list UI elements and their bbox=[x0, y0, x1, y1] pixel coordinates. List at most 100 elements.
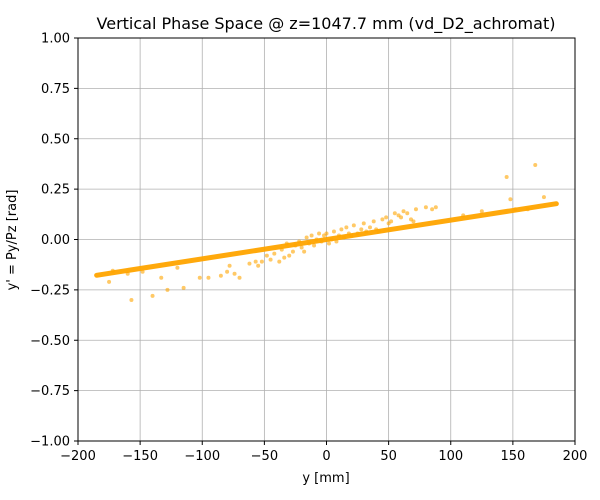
scatter-point bbox=[181, 285, 186, 290]
scatter-point bbox=[129, 297, 134, 302]
scatter-point bbox=[401, 209, 406, 214]
scatter-point bbox=[293, 243, 298, 248]
scatter-point bbox=[329, 237, 334, 242]
scatter-point bbox=[282, 255, 287, 260]
scatter-point bbox=[125, 271, 130, 276]
x-tick-label: 0 bbox=[322, 449, 330, 464]
scatter-point bbox=[541, 195, 546, 200]
scatter-point bbox=[331, 229, 336, 234]
scatter-point bbox=[312, 243, 317, 248]
scatter-point bbox=[290, 249, 295, 254]
scatter-point bbox=[110, 268, 115, 273]
scatter-point bbox=[272, 251, 277, 256]
scatter-point bbox=[304, 235, 309, 240]
x-axis-label: y [mm] bbox=[302, 471, 349, 486]
scatter-point bbox=[423, 205, 428, 210]
scatter-point bbox=[339, 227, 344, 232]
scatter-point bbox=[355, 231, 360, 236]
x-tick-label: −200 bbox=[60, 449, 96, 464]
scatter-point bbox=[314, 237, 319, 242]
scatter-point bbox=[376, 229, 381, 234]
scatter-point bbox=[411, 219, 416, 224]
scatter-point bbox=[413, 207, 418, 212]
scatter-point bbox=[341, 235, 346, 240]
scatter-point bbox=[218, 273, 223, 278]
y-tick-label: 0.50 bbox=[41, 132, 70, 147]
scatter-point bbox=[336, 233, 341, 238]
x-tick-label: 100 bbox=[438, 449, 463, 464]
y-tick-label: 0.00 bbox=[41, 233, 70, 248]
scatter-point bbox=[277, 259, 282, 264]
scatter-point bbox=[351, 223, 356, 228]
x-tick-label: 150 bbox=[500, 449, 525, 464]
scatter-point bbox=[253, 259, 258, 264]
scatter-point bbox=[513, 207, 518, 212]
scatter-point bbox=[197, 275, 202, 280]
scatter-point bbox=[504, 175, 509, 180]
main-particle-band bbox=[94, 201, 559, 278]
scatter-point bbox=[225, 269, 230, 274]
scatter-point bbox=[259, 259, 264, 264]
scatter-point bbox=[297, 239, 302, 244]
x-tick-label: −50 bbox=[251, 449, 278, 464]
scatter-point bbox=[140, 269, 145, 274]
scatter-point bbox=[399, 215, 404, 220]
scatter-point bbox=[247, 261, 252, 266]
scatter-point bbox=[150, 293, 155, 298]
scatter-point bbox=[380, 217, 385, 222]
scatter-point bbox=[237, 275, 242, 280]
scatter-point bbox=[334, 239, 339, 244]
scatter-point bbox=[479, 209, 484, 214]
scatter-point bbox=[344, 225, 349, 230]
scatter-point bbox=[533, 162, 538, 167]
chart-title: Vertical Phase Space @ z=1047.7 mm (vd_D… bbox=[97, 14, 556, 34]
scatter-points bbox=[107, 162, 546, 302]
scatter-point bbox=[461, 213, 466, 218]
scatter-point bbox=[107, 279, 112, 284]
y-tick-label: 0.25 bbox=[41, 183, 70, 198]
x-tick-label: −100 bbox=[184, 449, 220, 464]
scatter-point bbox=[302, 249, 307, 254]
scatter-point bbox=[389, 219, 394, 224]
scatter-point bbox=[264, 253, 269, 258]
scatter-point bbox=[317, 231, 322, 236]
scatter-point bbox=[256, 263, 261, 268]
scatter-point bbox=[326, 241, 331, 246]
scatter-point bbox=[367, 225, 372, 230]
scatter-point bbox=[433, 205, 438, 210]
y-tick-label: −0.75 bbox=[30, 384, 70, 399]
scatter-point bbox=[430, 207, 435, 212]
scatter-point bbox=[508, 197, 513, 202]
scatter-point bbox=[525, 207, 530, 212]
y-tick-label: −0.50 bbox=[30, 334, 70, 349]
scatter-point bbox=[371, 219, 376, 224]
y-tick-label: 1.00 bbox=[41, 32, 70, 47]
y-axis-ticks: −1.00 −0.75 −0.50 −0.25 0.00 0.25 0.50 0.75 1.00 bbox=[30, 32, 78, 450]
scatter-point bbox=[268, 257, 273, 262]
scatter-point bbox=[227, 263, 232, 268]
scatter-point bbox=[287, 253, 292, 258]
x-axis-ticks: −200 −150 −100 −50 0 50 100 150 200 bbox=[60, 441, 587, 464]
scatter-point bbox=[384, 215, 389, 220]
scatter-point bbox=[159, 275, 164, 280]
y-axis-label: y' = Py/Pz [rad] bbox=[5, 190, 20, 291]
scatter-point bbox=[309, 233, 314, 238]
scatter-point bbox=[405, 211, 410, 216]
scatter-point bbox=[299, 245, 304, 250]
scatter-point bbox=[232, 271, 237, 276]
scatter-point bbox=[361, 221, 366, 226]
main-band-line bbox=[94, 201, 559, 278]
scatter-point bbox=[324, 231, 329, 236]
scatter-point bbox=[279, 247, 284, 252]
x-tick-label: 50 bbox=[380, 449, 397, 464]
x-tick-label: −150 bbox=[122, 449, 158, 464]
scatter-point bbox=[392, 211, 397, 216]
scatter-point bbox=[165, 287, 170, 292]
scatter-point bbox=[307, 241, 312, 246]
scatter-point bbox=[284, 241, 289, 246]
y-tick-label: 0.75 bbox=[41, 82, 70, 97]
y-tick-label: −1.00 bbox=[30, 435, 70, 450]
scatter-point bbox=[175, 265, 180, 270]
scatter-point bbox=[319, 239, 324, 244]
